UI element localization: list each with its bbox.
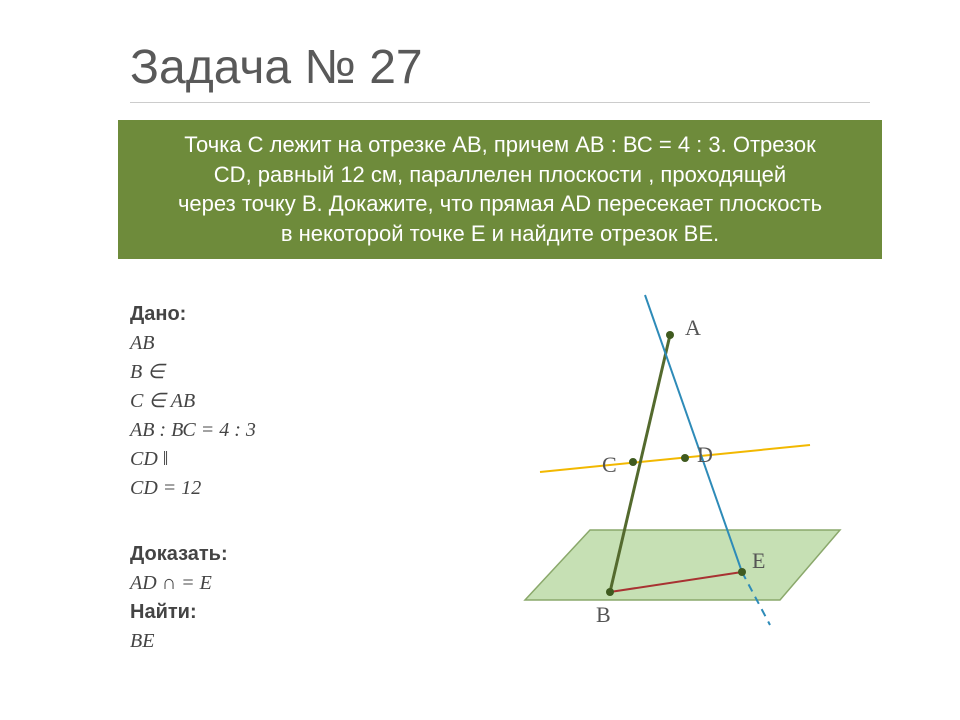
problem-line-1: Точка С лежит на отрезке АВ, причем АВ :… <box>184 132 815 157</box>
label-e: Е <box>752 548 765 574</box>
given-l2: В ∈ <box>130 358 256 387</box>
problem-line-3: через точку В. Докажите, что прямая АD п… <box>178 191 822 216</box>
point-c <box>629 458 637 466</box>
given-header: Дано: <box>130 300 256 329</box>
slide-title: Задача № 27 <box>130 40 423 95</box>
label-c: С <box>602 452 617 478</box>
title-underline <box>130 102 870 103</box>
point-a <box>666 331 674 339</box>
geometry-diagram: А С D В Е <box>480 290 900 670</box>
point-e <box>738 568 746 576</box>
given-l4: АВ : ВС = 4 : 3 <box>130 416 256 445</box>
problem-statement-box: Точка С лежит на отрезке АВ, причем АВ :… <box>118 120 882 259</box>
point-d <box>681 454 689 462</box>
prove-l1: АD ∩ = Е <box>130 569 228 598</box>
problem-line-2: СD, равный 12 см, параллелен плоскости ,… <box>214 162 786 187</box>
label-a: А <box>685 315 701 341</box>
given-l1: АВ <box>130 329 256 358</box>
given-l3: С ∈ АВ <box>130 387 256 416</box>
point-b <box>606 588 614 596</box>
given-l5: СD ‖ <box>130 445 256 474</box>
prove-block: Доказать: АD ∩ = Е Найти: ВЕ <box>130 540 228 656</box>
problem-line-4: в некоторой точке Е и найдите отрезок ВЕ… <box>281 221 719 246</box>
given-block: Дано: АВ В ∈ С ∈ АВ АВ : ВС = 4 : 3 СD ‖… <box>130 300 256 503</box>
line-cd <box>540 445 810 472</box>
find-l1: ВЕ <box>130 627 228 656</box>
given-l6: СD = 12 <box>130 474 256 503</box>
plane <box>525 530 840 600</box>
label-d: D <box>697 442 713 468</box>
label-b: В <box>596 602 611 628</box>
prove-header: Доказать: <box>130 540 228 569</box>
diagram-svg <box>480 290 900 670</box>
find-header: Найти: <box>130 598 228 627</box>
